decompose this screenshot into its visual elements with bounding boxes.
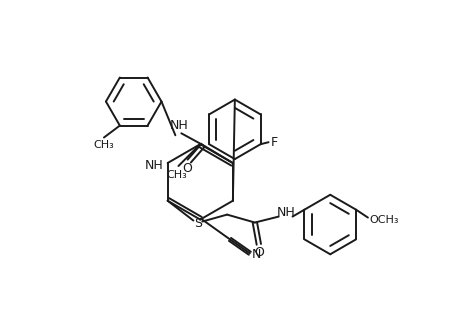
Text: NH: NH [170,119,189,132]
Text: F: F [271,136,278,149]
Text: OCH₃: OCH₃ [369,214,398,224]
Text: CH₃: CH₃ [166,170,187,180]
Text: S: S [194,217,202,230]
Text: O: O [254,246,264,259]
Text: NH: NH [144,159,163,172]
Text: NH: NH [277,206,296,219]
Text: N: N [252,248,262,261]
Text: CH₃: CH₃ [93,140,114,150]
Text: O: O [182,162,192,175]
